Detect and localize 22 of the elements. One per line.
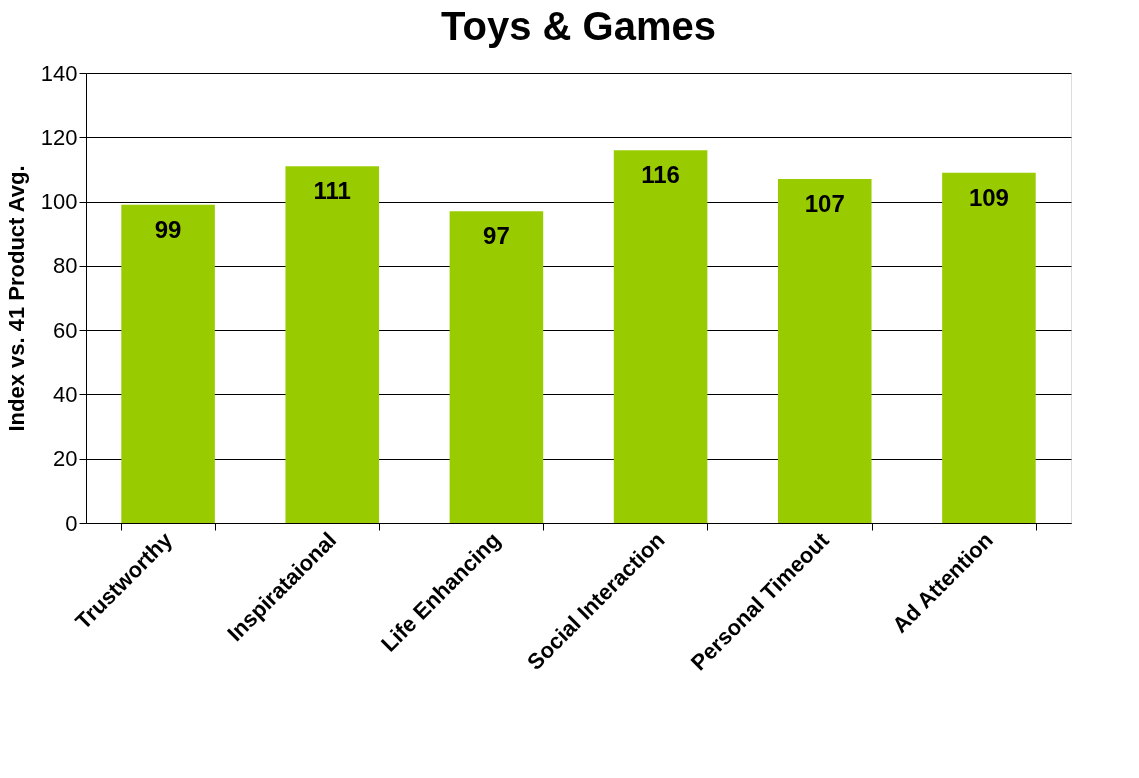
- y-tick-label: 80: [53, 253, 78, 279]
- y-axis-title: Index vs. 41 Product Avg.: [3, 165, 29, 432]
- y-tick-label: 120: [40, 124, 78, 150]
- chart-title: Toys & Games: [441, 4, 716, 48]
- bar: [449, 211, 544, 523]
- bar: [613, 150, 708, 523]
- data-label: 107: [804, 190, 845, 218]
- data-label: 99: [154, 215, 182, 243]
- y-tick-label: 100: [40, 189, 78, 215]
- y-tick-label: 140: [40, 60, 78, 86]
- data-label: 97: [483, 222, 510, 250]
- data-label: 116: [641, 161, 680, 189]
- y-tick-label: 60: [53, 317, 78, 343]
- bar: [942, 172, 1036, 523]
- data-label: 109: [968, 183, 1009, 211]
- y-tick-label: 20: [53, 446, 78, 472]
- y-tick-label: 0: [65, 510, 78, 536]
- data-label: 111: [313, 177, 351, 205]
- bar: [285, 166, 380, 523]
- bar: [121, 204, 215, 523]
- bar: [777, 179, 872, 523]
- y-tick-label: 40: [53, 381, 78, 407]
